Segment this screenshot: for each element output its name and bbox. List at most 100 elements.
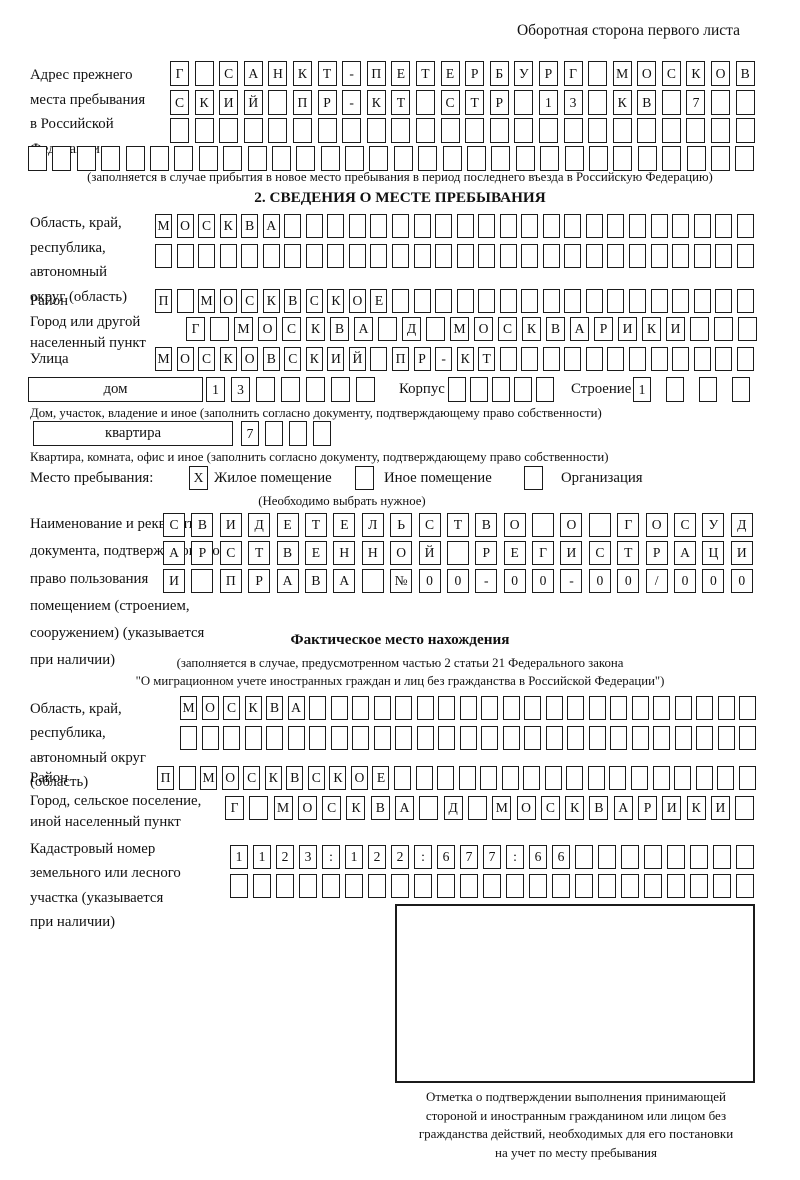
char-cell[interactable]: К: [194, 90, 214, 115]
char-cell[interactable]: Н: [361, 541, 384, 565]
char-cell[interactable]: У: [514, 61, 534, 86]
char-cell[interactable]: 3: [563, 90, 583, 115]
char-cell[interactable]: [330, 726, 348, 750]
char-cell[interactable]: С: [198, 214, 216, 238]
char-cell[interactable]: [438, 696, 455, 720]
char-cell[interactable]: [690, 874, 708, 898]
char-cell[interactable]: [467, 796, 487, 820]
char-cell[interactable]: 1: [230, 845, 248, 869]
char-cell[interactable]: Г: [617, 513, 640, 537]
char-cell[interactable]: 0: [702, 569, 725, 593]
char-cell[interactable]: [470, 377, 488, 402]
char-cell[interactable]: В: [475, 513, 498, 537]
char-cell[interactable]: [713, 874, 731, 898]
char-cell[interactable]: И: [327, 347, 345, 371]
char-cell[interactable]: С: [540, 796, 560, 820]
char-cell[interactable]: [352, 696, 369, 720]
char-cell[interactable]: [621, 845, 639, 869]
char-cell[interactable]: [322, 874, 340, 898]
char-cell[interactable]: О: [390, 541, 413, 565]
char-cell[interactable]: [247, 146, 267, 171]
char-cell[interactable]: О: [350, 766, 368, 790]
char-cell[interactable]: [418, 146, 438, 171]
char-cell[interactable]: [650, 347, 668, 371]
char-cell[interactable]: [313, 421, 331, 446]
char-cell[interactable]: [320, 146, 340, 171]
char-cell[interactable]: [459, 726, 477, 750]
char-cell[interactable]: К: [686, 61, 706, 86]
char-cell[interactable]: [588, 513, 611, 537]
char-cell[interactable]: [598, 874, 616, 898]
char-cell[interactable]: [426, 317, 445, 341]
char-cell[interactable]: [644, 845, 662, 869]
char-cell[interactable]: 1: [253, 845, 271, 869]
char-cell[interactable]: К: [306, 317, 325, 341]
char-cell[interactable]: [699, 377, 717, 402]
char-cell[interactable]: [395, 726, 412, 750]
char-cell[interactable]: Й: [418, 541, 441, 565]
char-cell[interactable]: В: [266, 696, 283, 720]
char-cell[interactable]: [253, 874, 271, 898]
char-cell[interactable]: [661, 118, 681, 143]
char-cell[interactable]: 3: [299, 845, 317, 869]
char-cell[interactable]: [686, 118, 706, 143]
char-cell[interactable]: В: [262, 347, 280, 371]
char-cell[interactable]: 0: [418, 569, 441, 593]
char-cell[interactable]: П: [157, 766, 174, 790]
char-cell[interactable]: [631, 696, 649, 720]
char-cell[interactable]: [309, 726, 326, 750]
char-cell[interactable]: [736, 244, 754, 268]
char-cell[interactable]: [230, 874, 248, 898]
char-cell[interactable]: [607, 289, 625, 313]
char-cell[interactable]: [289, 421, 307, 446]
char-cell[interactable]: -: [475, 569, 498, 593]
char-cell[interactable]: [210, 317, 229, 341]
char-cell[interactable]: [695, 766, 713, 790]
char-cell[interactable]: [271, 146, 291, 171]
char-cell[interactable]: [736, 214, 754, 238]
char-cell[interactable]: М: [234, 317, 253, 341]
char-cell[interactable]: Е: [370, 289, 388, 313]
char-cell[interactable]: К: [264, 766, 282, 790]
char-cell[interactable]: [532, 513, 555, 537]
char-cell[interactable]: 0: [446, 569, 469, 593]
char-cell[interactable]: И: [219, 90, 239, 115]
char-cell[interactable]: [366, 118, 386, 143]
char-cell[interactable]: [194, 61, 214, 86]
char-cell[interactable]: [391, 874, 409, 898]
char-cell[interactable]: [492, 377, 510, 402]
char-cell[interactable]: В: [241, 214, 259, 238]
char-cell[interactable]: С: [223, 696, 240, 720]
char-cell[interactable]: [564, 289, 582, 313]
char-cell[interactable]: [489, 118, 509, 143]
char-cell[interactable]: [735, 118, 755, 143]
char-cell[interactable]: 3: [231, 377, 250, 402]
char-cell[interactable]: 1: [538, 90, 558, 115]
char-cell[interactable]: П: [219, 569, 242, 593]
char-cell[interactable]: В: [589, 796, 609, 820]
char-cell[interactable]: [563, 118, 583, 143]
char-cell[interactable]: В: [546, 317, 565, 341]
char-cell[interactable]: [588, 118, 608, 143]
char-cell[interactable]: [735, 146, 755, 171]
char-cell[interactable]: :: [506, 845, 524, 869]
char-cell[interactable]: К: [642, 317, 661, 341]
char-cell[interactable]: К: [262, 289, 280, 313]
char-cell[interactable]: [713, 845, 731, 869]
char-cell[interactable]: [342, 118, 362, 143]
char-cell[interactable]: [653, 726, 670, 750]
char-cell[interactable]: Т: [391, 90, 411, 115]
char-cell[interactable]: [481, 726, 498, 750]
char-cell[interactable]: М: [273, 796, 293, 820]
char-cell[interactable]: Е: [391, 61, 411, 86]
char-cell[interactable]: Р: [191, 541, 214, 565]
char-cell[interactable]: К: [522, 317, 541, 341]
char-cell[interactable]: О: [241, 347, 259, 371]
char-cell[interactable]: 7: [483, 845, 501, 869]
char-cell[interactable]: [501, 766, 519, 790]
char-cell[interactable]: [629, 244, 647, 268]
char-cell[interactable]: [542, 244, 560, 268]
char-cell[interactable]: [735, 90, 755, 115]
char-cell[interactable]: [373, 726, 391, 750]
char-cell[interactable]: [465, 118, 485, 143]
